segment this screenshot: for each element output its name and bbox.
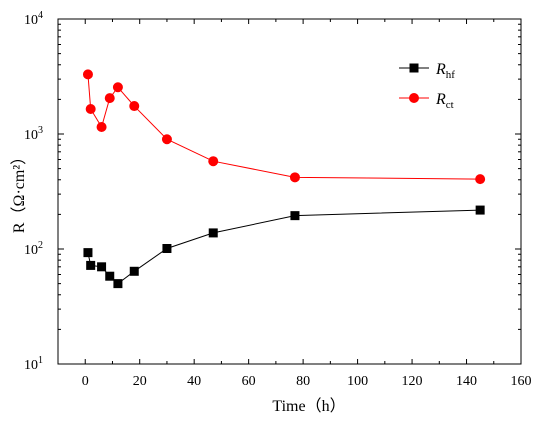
x-axis: 0 20 40 60 80 100 120 140 160: [82, 19, 532, 389]
series-ct: [82, 69, 486, 185]
x-tick-label: 20: [133, 374, 147, 389]
y-tick-label-base: 10: [24, 358, 38, 373]
y-tick-label: 104: [24, 10, 43, 28]
series-ct-point: [129, 101, 140, 112]
y-axis-label: R（Ω·cm²）: [10, 149, 28, 233]
series-hf-point: [208, 228, 218, 238]
y-tick-label-base: 10: [24, 128, 38, 143]
plot-frame: [57, 18, 522, 365]
legend-label: Rct: [435, 91, 454, 111]
series-hf-point: [129, 266, 139, 276]
series-hf-point: [475, 205, 485, 215]
series-ct-point: [82, 69, 93, 80]
plot-area-border: [57, 18, 522, 365]
series-ct-point: [112, 82, 123, 93]
series-hf-point: [83, 248, 93, 258]
x-tick-label: 0: [82, 374, 89, 389]
series-hf-point: [86, 260, 96, 270]
y-tick-label-exponent: 4: [38, 10, 43, 21]
x-tick-label: 100: [347, 374, 368, 389]
y-tick-label-base: 10: [24, 13, 38, 28]
x-axis-label: Time（h）: [272, 397, 345, 415]
series-hf-point: [97, 262, 107, 272]
series-hf-line: [87, 209, 481, 285]
x-tick-label: 60: [242, 374, 256, 389]
legend-label-subscript: hf: [446, 69, 456, 81]
y-tick-label-exponent: 2: [38, 240, 43, 251]
series-hf-point: [105, 271, 115, 281]
y-tick-label-base: 10: [24, 243, 38, 258]
x-tick-label: 80: [296, 374, 310, 389]
legend-marker: [409, 63, 419, 73]
y-tick-label: 101: [24, 355, 43, 373]
x-tick-label: 140: [456, 374, 477, 389]
legend-label-main: R: [435, 61, 446, 78]
series-ct-line: [87, 74, 481, 180]
series-hf-point: [113, 279, 123, 289]
legend-label: Rhf: [435, 61, 455, 81]
y-tick-label-exponent: 1: [38, 355, 43, 366]
x-tick-label: 120: [402, 374, 423, 389]
series-ct-point: [85, 103, 96, 114]
series-ct-point: [208, 156, 219, 167]
x-tick-label: 160: [511, 374, 532, 389]
series-hf-point: [290, 211, 300, 221]
legend-item-hf: Rhf: [399, 61, 455, 81]
y-tick-label-exponent: 3: [38, 125, 43, 136]
x-tick-label: 40: [187, 374, 201, 389]
legend-item-ct: Rct: [399, 91, 454, 111]
legend-label-main: R: [435, 91, 446, 108]
series-hf: [83, 205, 485, 289]
series-ct-point: [96, 122, 107, 133]
series-ct-point: [289, 172, 300, 183]
series-layer: [82, 69, 486, 289]
legend-label-subscript: ct: [446, 99, 454, 111]
y-tick-label: 102: [24, 240, 43, 258]
legend-marker: [409, 93, 419, 103]
series-ct-point: [104, 93, 115, 104]
y-tick-label: 103: [24, 125, 43, 143]
series-ct-point: [161, 134, 172, 145]
series-hf-point: [162, 244, 172, 254]
series-ct-point: [475, 174, 486, 185]
